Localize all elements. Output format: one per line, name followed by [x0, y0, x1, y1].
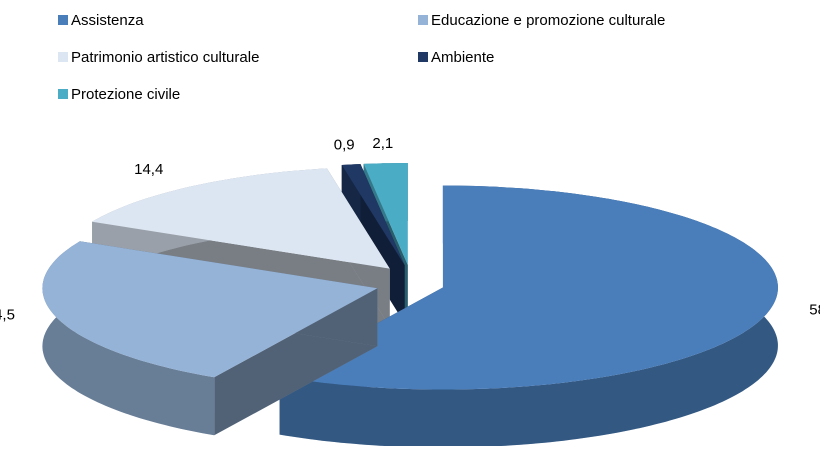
legend-label: Protezione civile — [71, 86, 180, 103]
legend-label: Assistenza — [71, 12, 144, 29]
slice — [279, 185, 778, 448]
slice-top — [279, 185, 778, 390]
legend-swatch — [418, 52, 428, 62]
slice-wall — [42, 241, 215, 436]
data-label: 2,1 — [372, 135, 393, 152]
legend: Assistenza Educazione e promozione cultur… — [58, 12, 665, 103]
legend-swatch — [58, 52, 68, 62]
slice-wall-shade — [42, 241, 215, 436]
slice — [42, 241, 378, 436]
legend-label: Patrimonio artistico culturale — [71, 49, 259, 66]
data-label: 24,5 — [0, 306, 15, 323]
slice-top — [341, 164, 405, 266]
slice-top — [363, 163, 408, 265]
legend-swatch — [58, 15, 68, 25]
data-label: 0,9 — [334, 136, 355, 153]
data-label: 58,1 — [809, 302, 820, 319]
legend-label: Ambiente — [431, 49, 494, 66]
legend-swatch — [58, 89, 68, 99]
slice-top — [92, 168, 390, 269]
legend-label: Educazione e promozione culturale — [431, 12, 665, 29]
data-label: 14,4 — [134, 161, 163, 178]
pie: 58,1 24,5 14,4 0,9 2,1 — [0, 135, 820, 448]
legend-swatch — [418, 15, 428, 25]
slice-top — [42, 241, 378, 378]
